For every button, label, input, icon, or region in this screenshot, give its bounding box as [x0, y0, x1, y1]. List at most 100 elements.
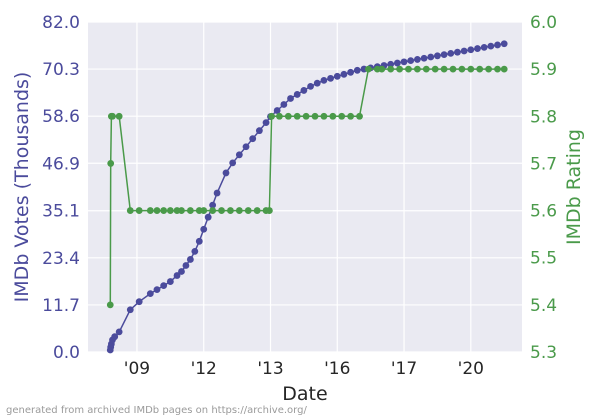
x-axis-title: Date [282, 383, 327, 405]
x-tick-label: '12 [191, 359, 217, 379]
data-point [311, 112, 319, 120]
data-point [200, 225, 208, 233]
data-point [434, 52, 441, 60]
data-point [454, 48, 461, 56]
data-point [427, 53, 435, 61]
data-point [273, 107, 281, 114]
x-tick-labels: '09 '12 '13 '16 '17 '20 [124, 359, 484, 379]
data-point [494, 65, 501, 73]
right-tick-label: 5.9 [530, 60, 557, 80]
left-tick-label: 70.3 [42, 60, 80, 80]
data-point [222, 169, 230, 177]
data-point [146, 207, 154, 214]
right-tick-label: 5.5 [530, 249, 557, 269]
data-point [146, 290, 154, 298]
data-point [302, 112, 310, 120]
right-tick-label: 5.7 [530, 154, 557, 174]
data-point [460, 47, 468, 55]
left-tick-label: 58.6 [42, 107, 80, 127]
data-point [166, 207, 174, 214]
data-point [313, 79, 321, 87]
data-point [347, 68, 355, 76]
right-tick-label: 5.6 [530, 202, 557, 222]
data-point [106, 301, 114, 309]
data-point [467, 46, 475, 54]
data-point [396, 65, 403, 73]
data-point [467, 65, 475, 73]
data-point [338, 112, 346, 120]
data-point [209, 201, 217, 209]
data-point [320, 76, 328, 84]
data-point [356, 112, 363, 120]
data-point [449, 65, 457, 73]
data-point [287, 95, 294, 102]
footer-credit: generated from archived IMDb pages on ht… [6, 405, 307, 416]
data-point [160, 282, 168, 289]
right-tick-label: 5.8 [530, 107, 557, 127]
data-point [227, 207, 234, 214]
data-point [126, 207, 134, 214]
rating-series [106, 65, 508, 309]
data-point [191, 247, 199, 255]
data-point [107, 160, 115, 167]
data-point [109, 112, 116, 120]
data-point [340, 70, 348, 78]
data-point [200, 207, 208, 214]
data-point [387, 60, 395, 68]
data-point [249, 135, 257, 143]
data-point [280, 101, 288, 108]
data-point [293, 112, 301, 120]
data-point [327, 74, 334, 82]
data-point [229, 159, 237, 167]
data-point [262, 119, 270, 127]
data-point [255, 127, 263, 135]
data-point [387, 65, 395, 73]
data-point [413, 65, 421, 73]
data-point [173, 272, 181, 279]
data-point [268, 112, 276, 120]
data-point [111, 333, 119, 341]
plot-background [88, 22, 522, 352]
data-point [440, 51, 448, 58]
data-point [400, 58, 408, 66]
data-point [293, 91, 301, 98]
data-point [195, 237, 203, 245]
right-tick-labels: 5.3 5.4 5.5 5.6 5.7 5.8 5.9 6.0 [530, 13, 557, 363]
right-axis-title: IMDb Rating [563, 129, 585, 245]
data-point [235, 207, 243, 214]
data-point [126, 306, 134, 314]
data-point [284, 112, 292, 120]
data-point [347, 112, 355, 120]
data-point [276, 112, 283, 120]
data-point [135, 298, 143, 306]
data-point [422, 65, 430, 73]
left-tick-labels: 0.0 11.7 23.4 35.1 46.9 58.6 70.3 82.0 [42, 13, 80, 363]
data-point [178, 207, 185, 214]
left-tick-label: 0.0 [53, 343, 80, 363]
data-point [494, 41, 501, 49]
data-point [153, 286, 161, 294]
data-point [405, 65, 412, 73]
data-point [300, 87, 308, 94]
data-point [500, 40, 508, 48]
data-point [480, 43, 488, 51]
data-point [135, 207, 143, 214]
data-point [500, 65, 508, 73]
data-point [485, 65, 493, 73]
data-point [213, 189, 221, 197]
data-point [204, 213, 212, 221]
x-tick-label: '13 [257, 359, 283, 379]
data-point [474, 45, 481, 52]
data-point [182, 262, 190, 269]
data-point [253, 207, 261, 214]
x-tick-label: '16 [324, 359, 350, 379]
x-tick-label: '09 [124, 359, 150, 379]
right-tick-label: 6.0 [530, 13, 557, 33]
left-tick-label: 46.9 [42, 154, 80, 174]
left-tick-label: 82.0 [42, 13, 80, 33]
data-point [320, 112, 328, 120]
data-point [487, 42, 495, 50]
data-point [431, 65, 439, 73]
data-point [218, 207, 225, 214]
data-point [115, 328, 123, 336]
